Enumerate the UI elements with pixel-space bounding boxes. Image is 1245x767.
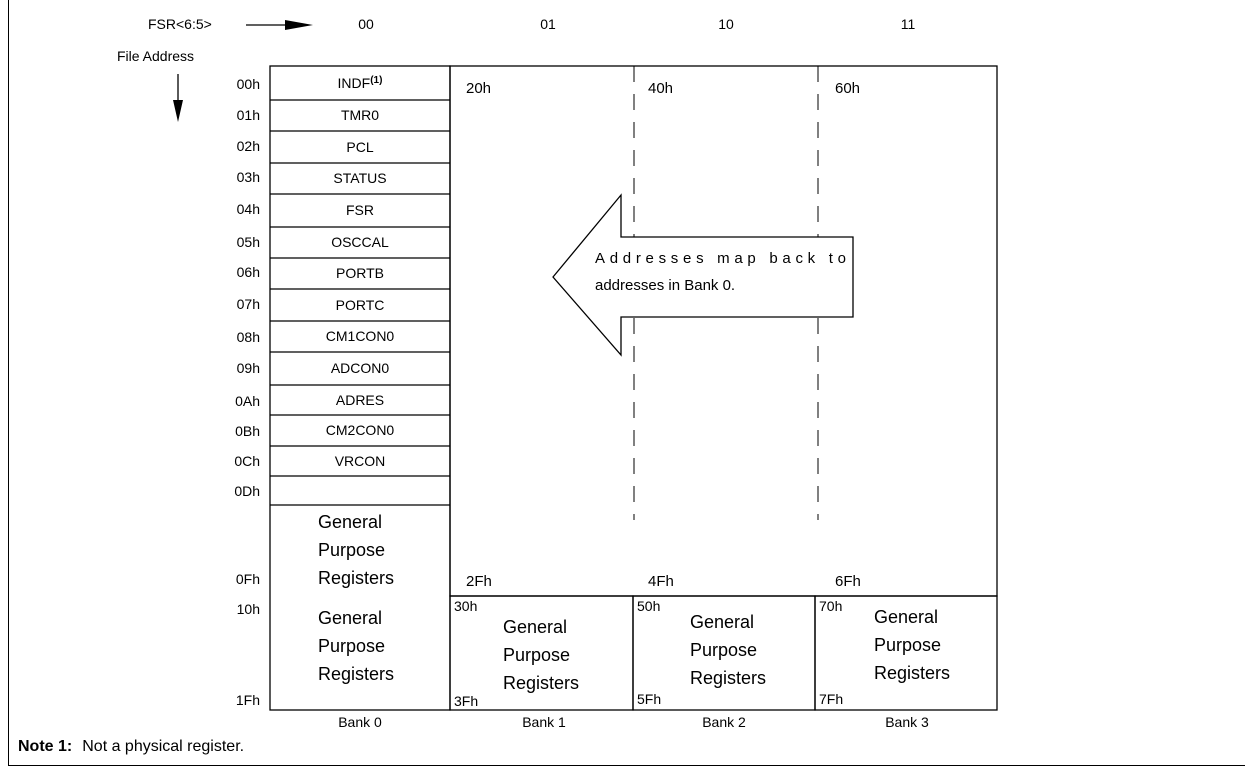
bank3-gpr-line1: General bbox=[874, 607, 938, 627]
mapped-start-20h: 20h bbox=[466, 80, 491, 97]
register-adres: ADRES bbox=[336, 392, 384, 408]
bank-select-10: 10 bbox=[718, 16, 734, 32]
register-osccal: OSCCAL bbox=[331, 234, 389, 250]
bank2-gpr-line1: General bbox=[690, 612, 754, 632]
addr-0bh: 0Bh bbox=[235, 423, 260, 439]
addr-06h: 06h bbox=[237, 264, 260, 280]
addr-04h: 04h bbox=[237, 201, 260, 217]
file-address-label: File Address bbox=[117, 48, 194, 64]
addr-1fh: 1Fh bbox=[236, 692, 260, 708]
bank1-gpr-line3: Registers bbox=[503, 673, 579, 693]
register-portb: PORTB bbox=[336, 265, 384, 281]
register-fsr: FSR bbox=[346, 202, 374, 218]
bank2-gpr-line3: Registers bbox=[690, 668, 766, 688]
addr-0fh: 0Fh bbox=[236, 571, 260, 587]
bank3-gpr-line3: Registers bbox=[874, 663, 950, 683]
mapped-end-4fh: 4Fh bbox=[648, 573, 674, 590]
footnote-label: Note 1: bbox=[18, 738, 73, 755]
addr-05h: 05h bbox=[237, 234, 260, 250]
bank-select-00: 00 bbox=[358, 16, 374, 32]
register-cm1con0: CM1CON0 bbox=[326, 328, 395, 344]
register-vrcon: VRCON bbox=[335, 453, 386, 469]
bank-select-01: 01 bbox=[540, 16, 556, 32]
bank0-gpr-lower-line2: Purpose bbox=[318, 636, 385, 656]
addr-10h: 10h bbox=[237, 601, 260, 617]
bank3-gpr-start: 70h bbox=[819, 598, 842, 614]
register-cm2con0: CM2CON0 bbox=[326, 422, 395, 438]
mapped-region-box bbox=[449, 65, 998, 597]
mapped-start-60h: 60h bbox=[835, 80, 860, 97]
addr-0ah: 0Ah bbox=[235, 393, 260, 409]
bank3-gpr-line2: Purpose bbox=[874, 635, 941, 655]
addr-01h: 01h bbox=[237, 107, 260, 123]
addr-00h: 00h bbox=[237, 76, 260, 92]
addr-09h: 09h bbox=[237, 360, 260, 376]
bank0-gpr-upper-line3: Registers bbox=[318, 568, 394, 588]
register-tmr0: TMR0 bbox=[341, 107, 379, 123]
mapped-end-6fh: 6Fh bbox=[835, 573, 861, 590]
bank1-gpr-line2: Purpose bbox=[503, 645, 570, 665]
register-portc: PORTC bbox=[336, 297, 385, 313]
register-pcl: PCL bbox=[346, 139, 373, 155]
bank1-gpr-end: 3Fh bbox=[454, 693, 478, 709]
addr-02h: 02h bbox=[237, 138, 260, 154]
addr-0dh: 0Dh bbox=[234, 483, 260, 499]
bank0-gpr-upper-line1: General bbox=[318, 512, 382, 532]
bank-label-2: Bank 2 bbox=[702, 714, 746, 730]
bank2-gpr-line2: Purpose bbox=[690, 640, 757, 660]
register-adcon0: ADCON0 bbox=[331, 360, 390, 376]
footnote: Note 1: Not a physical register. bbox=[18, 738, 244, 756]
bank-label-0: Bank 0 bbox=[338, 714, 382, 730]
register-status: STATUS bbox=[333, 170, 386, 186]
bank-label-1: Bank 1 bbox=[522, 714, 566, 730]
bank2-gpr-end: 5Fh bbox=[637, 691, 661, 707]
addr-0ch: 0Ch bbox=[234, 453, 260, 469]
mapped-end-2fh: 2Fh bbox=[466, 573, 492, 590]
bank-label-3: Bank 3 bbox=[885, 714, 929, 730]
bank1-gpr-line1: General bbox=[503, 617, 567, 637]
bank0-gpr-lower-line3: Registers bbox=[318, 664, 394, 684]
addr-07h: 07h bbox=[237, 296, 260, 312]
fsr-label: FSR<6:5> bbox=[148, 16, 212, 32]
footnote-text: Not a physical register. bbox=[82, 738, 245, 755]
callout-line1: Addresses map back to bbox=[595, 250, 846, 267]
figure-frame bbox=[8, 0, 1245, 766]
callout-line2: addresses in Bank 0. bbox=[595, 277, 735, 294]
register-indf: INDF(1) bbox=[338, 75, 383, 91]
bank2-gpr-start: 50h bbox=[637, 598, 660, 614]
bank0-gpr-upper-line2: Purpose bbox=[318, 540, 385, 560]
bank0-row-dividers bbox=[270, 99, 450, 506]
file-address-arrow-head bbox=[173, 100, 183, 122]
callout-arrow-shape bbox=[552, 193, 854, 357]
mapped-start-40h: 40h bbox=[648, 80, 673, 97]
addr-03h: 03h bbox=[237, 169, 260, 185]
bank1-gpr-start: 30h bbox=[454, 598, 477, 614]
bank3-gpr-end: 7Fh bbox=[819, 691, 843, 707]
bank3-gpr-box bbox=[814, 595, 998, 711]
bank0-gpr-lower-line1: General bbox=[318, 608, 382, 628]
fsr-arrow-head bbox=[285, 20, 313, 30]
addr-08h: 08h bbox=[237, 329, 260, 345]
bank-select-11: 11 bbox=[901, 16, 916, 32]
